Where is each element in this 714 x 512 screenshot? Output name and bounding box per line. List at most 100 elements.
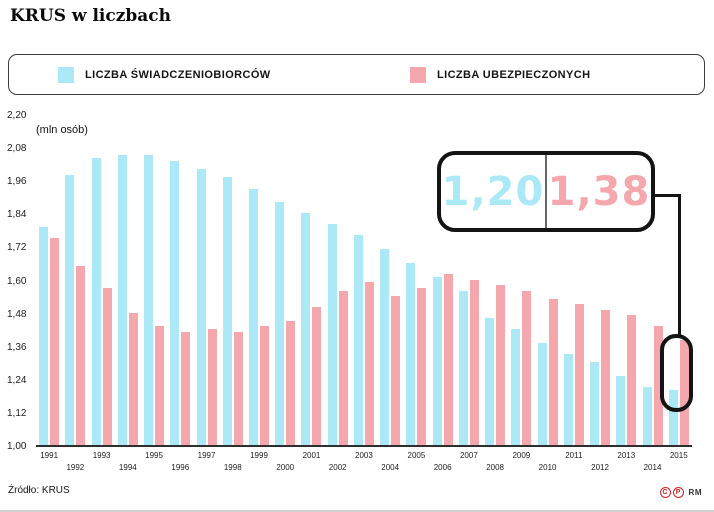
x-axis-label-1998: 1998 — [223, 463, 242, 472]
bar-ubezpieczeni-1997 — [207, 329, 217, 445]
bar-group-2013 — [613, 116, 639, 445]
callout-connector-horizontal — [651, 194, 681, 197]
bar-swiadczeniobiorcy-1996 — [170, 160, 180, 445]
bar-group-2012 — [587, 116, 613, 445]
bar-group-2000 — [272, 116, 298, 445]
bar-group-1997 — [193, 116, 219, 445]
y-axis-tick-2,20: 2,20 — [7, 110, 27, 121]
x-axis-label-2013: 2013 — [617, 451, 636, 460]
x-axis-label-2011: 2011 — [565, 451, 583, 460]
highlight-2015-bars — [660, 334, 693, 412]
bar-chart-plot-area — [36, 116, 692, 447]
callout-divider — [545, 155, 547, 228]
x-axis-label-2008: 2008 — [486, 463, 504, 472]
bar-ubezpieczeni-2008 — [496, 285, 506, 445]
y-axis-unit-label: (mln osób) — [36, 124, 88, 136]
x-axis-label-1995: 1995 — [145, 451, 163, 460]
legend-item-insured: LICZBA UBEZPIECZONYCH — [410, 66, 591, 83]
callout-insured-value: 1,38 — [547, 168, 651, 215]
y-axis-tick-2,08: 2,08 — [7, 143, 27, 155]
bar-group-2009 — [508, 116, 534, 445]
legend-label-insured: LICZBA UBEZPIECZONYCH — [437, 68, 591, 81]
x-axis-label-2002: 2002 — [328, 463, 347, 472]
page-title: KRUS w liczbach — [10, 6, 172, 26]
phonogram-icon: P — [672, 487, 684, 498]
bar-group-1996 — [167, 116, 193, 445]
bar-ubezpieczeni-2013 — [627, 315, 637, 445]
bar-ubezpieczeni-2002 — [338, 290, 348, 445]
copyright-icon: C — [659, 487, 671, 498]
bar-ubezpieczeni-2000 — [286, 320, 296, 445]
bar-swiadczeniobiorcy-1999 — [248, 188, 258, 445]
bar-swiadczeniobiorcy-2004 — [380, 249, 390, 445]
x-axis-label-2009: 2009 — [512, 451, 531, 460]
bar-group-1991 — [36, 116, 62, 445]
bar-ubezpieczeni-1998 — [233, 331, 243, 445]
x-axis-label-1994: 1994 — [118, 463, 137, 472]
x-axis-label-2001: 2001 — [302, 451, 321, 460]
bar-group-2001 — [298, 116, 324, 445]
bar-ubezpieczeni-2011 — [574, 304, 584, 445]
bar-swiadczeniobiorcy-1995 — [144, 155, 154, 445]
y-axis-tick-1,36: 1,36 — [7, 341, 27, 353]
bar-group-2002 — [325, 116, 351, 445]
x-axis-label-2000: 2000 — [276, 463, 295, 472]
bar-swiadczeniobiorcy-2002 — [327, 224, 337, 445]
bar-swiadczeniobiorcy-2014 — [642, 387, 652, 445]
legend: LICZBA ŚWIADCZENIOBIORCÓW LICZBA UBEZPIE… — [8, 54, 705, 95]
bar-group-2015 — [666, 116, 692, 445]
bar-ubezpieczeni-2014 — [653, 326, 663, 445]
bar-swiadczeniobiorcy-2001 — [301, 213, 311, 445]
rm-logo: RM — [688, 488, 702, 497]
bar-swiadczeniobiorcy-2013 — [616, 376, 626, 445]
legend-item-beneficiaries: LICZBA ŚWIADCZENIOBIORCÓW — [58, 66, 410, 83]
bar-ubezpieczeni-2015 — [679, 340, 689, 445]
bar-swiadczeniobiorcy-2008 — [485, 318, 495, 445]
bar-group-2003 — [351, 116, 377, 445]
bar-swiadczeniobiorcy-1992 — [65, 174, 75, 445]
x-axis-label-2006: 2006 — [433, 463, 452, 472]
bar-group-1999 — [246, 116, 272, 445]
callout-2015-values: 1,20 1,38 — [437, 151, 655, 232]
x-axis-label-2005: 2005 — [407, 451, 426, 460]
bar-ubezpieczeni-2009 — [522, 290, 532, 445]
legend-swatch-beneficiaries-icon — [58, 66, 74, 83]
bar-swiadczeniobiorcy-2011 — [563, 354, 573, 445]
legend-swatch-insured-icon — [410, 66, 426, 83]
bar-ubezpieczeni-2012 — [601, 309, 611, 445]
bar-group-1994 — [115, 116, 141, 445]
x-axis-label-2015: 2015 — [669, 451, 688, 460]
bar-ubezpieczeni-2007 — [469, 279, 479, 445]
y-axis-tick-1,84: 1,84 — [7, 209, 27, 221]
bar-group-1992 — [62, 116, 88, 445]
legend-label-beneficiaries: LICZBA ŚWIADCZENIOBIORCÓW — [85, 68, 271, 81]
bar-group-1993 — [88, 116, 114, 445]
publisher-branding: C P RM — [659, 487, 702, 498]
x-axis-label-1992: 1992 — [66, 463, 85, 472]
callout-beneficiaries-value: 1,20 — [441, 168, 545, 215]
bar-ubezpieczeni-1996 — [181, 331, 191, 445]
bar-group-2004 — [377, 116, 403, 445]
bar-swiadczeniobiorcy-2003 — [353, 235, 363, 445]
bar-swiadczeniobiorcy-2009 — [511, 329, 521, 445]
bar-ubezpieczeni-2004 — [391, 296, 401, 445]
bar-ubezpieczeni-1991 — [50, 238, 60, 445]
y-axis-tick-1,12: 1,12 — [7, 407, 27, 419]
x-axis: 1991 1992 1993 1994 1995 1996 1997 1998 1999 2000… — [36, 451, 692, 479]
bar-ubezpieczeni-2010 — [548, 298, 558, 445]
bar-group-2006 — [430, 116, 456, 445]
y-axis-tick-1,48: 1,48 — [7, 308, 27, 320]
x-axis-label-1991: 1991 — [40, 451, 59, 460]
x-axis-label-1996: 1996 — [171, 463, 190, 472]
y-axis-tick-1,60: 1,60 — [7, 275, 27, 287]
x-axis-label-2014: 2014 — [643, 463, 662, 472]
x-axis-label-2004: 2004 — [381, 463, 400, 472]
bar-swiadczeniobiorcy-2000 — [275, 202, 285, 445]
bar-group-1995 — [141, 116, 167, 445]
bar-ubezpieczeni-2005 — [417, 287, 427, 445]
bar-group-2014 — [639, 116, 665, 445]
x-axis-label-2010: 2010 — [538, 463, 557, 472]
bar-ubezpieczeni-2003 — [364, 282, 374, 445]
callout-connector-vertical — [678, 194, 681, 337]
